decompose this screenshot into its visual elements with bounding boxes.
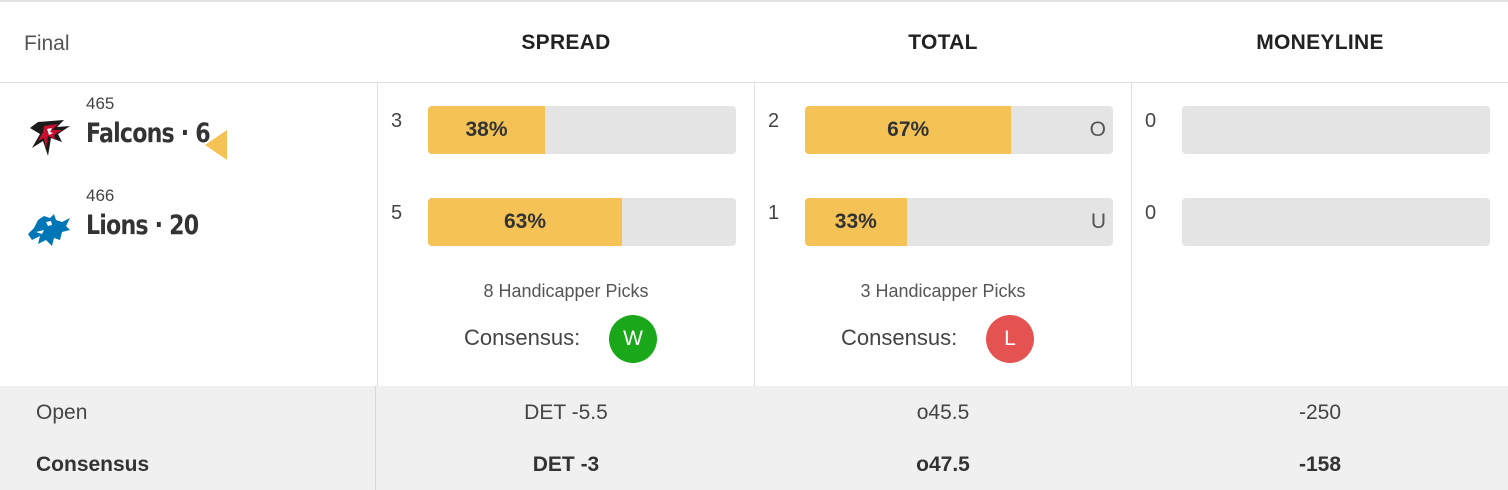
- team-name-score: Falcons · 6: [86, 118, 211, 149]
- bar-percent: 63%: [504, 210, 547, 233]
- total-pick-count: 2: [768, 110, 780, 132]
- handicapper-picks-link[interactable]: 3 Handicapper Picks: [860, 281, 1026, 301]
- row-label: Open: [36, 401, 88, 424]
- team-name-score: Lions · 20: [86, 210, 199, 241]
- consensus-spread: DET -3: [532, 453, 600, 476]
- total-bar-under[interactable]: 33% U: [805, 198, 1113, 246]
- lines-table: Open DET -5.5 o45.5 -250 Consensus DET -…: [0, 386, 1508, 490]
- over-label: O: [1089, 118, 1106, 141]
- column-divider: [377, 83, 378, 490]
- consensus-result-badge: L: [986, 315, 1034, 363]
- column-divider: [1131, 83, 1132, 490]
- consensus-result-badge: W: [609, 315, 657, 363]
- bar-percent: 33%: [834, 210, 877, 233]
- bar-fill: [428, 106, 546, 154]
- moneyline-bar-away[interactable]: [1182, 106, 1490, 154]
- winner-indicator-icon: [205, 130, 227, 160]
- column-divider: [754, 83, 755, 490]
- rotation-number: 465: [86, 94, 115, 113]
- spread-bar-away[interactable]: 38%: [428, 106, 736, 154]
- consensus-line-row: Consensus DET -3 o47.5 -158: [0, 438, 1508, 490]
- moneyline-pick-count: 0: [1145, 110, 1157, 132]
- team-row-home[interactable]: 466 Lions · 20: [24, 186, 374, 256]
- total-bar-over[interactable]: 67% O: [805, 106, 1113, 154]
- total-pick-count: 1: [768, 202, 780, 224]
- row-label: Consensus: [36, 453, 150, 476]
- falcons-logo-icon: [24, 112, 74, 162]
- column-header-spread: SPREAD: [521, 31, 611, 54]
- moneyline-pick-count: 0: [1145, 202, 1157, 224]
- open-spread: DET -5.5: [524, 401, 608, 424]
- moneyline-bar-home[interactable]: [1182, 198, 1490, 246]
- bar-percent: 67%: [887, 118, 930, 141]
- column-header-moneyline: MONEYLINE: [1256, 31, 1384, 54]
- handicapper-picks-link[interactable]: 8 Handicapper Picks: [483, 281, 649, 301]
- game-status: Final: [24, 32, 70, 55]
- bar-percent: 38%: [465, 118, 508, 141]
- rotation-number: 466: [86, 186, 115, 205]
- consensus-total: o47.5: [916, 453, 970, 476]
- consensus-moneyline: -158: [1298, 453, 1342, 476]
- spread-bar-home[interactable]: 63%: [428, 198, 736, 246]
- consensus-label: Consensus:: [464, 325, 581, 350]
- open-total: o45.5: [916, 401, 970, 424]
- column-divider: [375, 386, 376, 490]
- bar-fill: [805, 198, 907, 246]
- lions-logo-icon: [24, 204, 74, 254]
- bar-fill: [428, 198, 623, 246]
- column-header-total: TOTAL: [908, 31, 978, 54]
- consensus-label: Consensus:: [841, 325, 958, 350]
- spread-pick-count: 3: [391, 110, 403, 132]
- open-moneyline: -250: [1298, 401, 1342, 424]
- header-row: Final SPREAD TOTAL MONEYLINE: [0, 4, 1508, 83]
- bar-fill: [805, 106, 1012, 154]
- team-row-away[interactable]: 465 Falcons · 6: [24, 94, 374, 164]
- spread-pick-count: 5: [391, 202, 403, 224]
- open-line-row: Open DET -5.5 o45.5 -250: [0, 386, 1508, 439]
- under-label: U: [1090, 210, 1106, 233]
